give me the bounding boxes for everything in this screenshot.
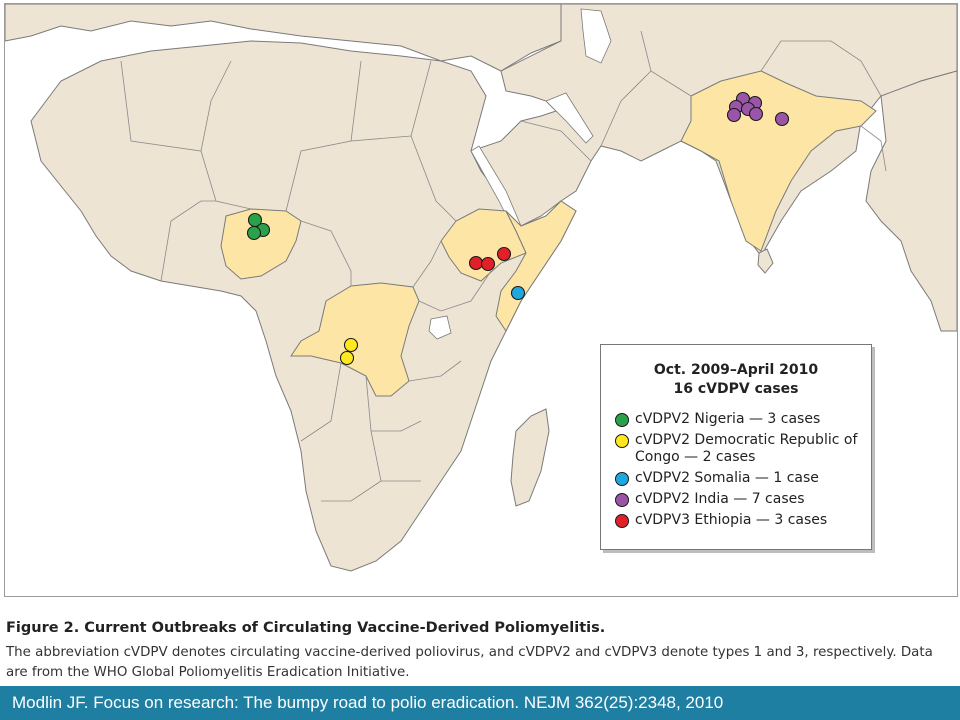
legend: Oct. 2009–April 2010 16 cVDPV cases cVDP… [600,344,872,550]
case-markers [246,91,790,366]
map-frame: Oct. 2009–April 2010 16 cVDPV cases cVDP… [4,3,958,597]
case-marker [510,285,526,301]
legend-swatch [615,434,629,448]
legend-item: cVDPV2 Nigeria — 3 cases [601,411,871,428]
africa-land [30,40,577,572]
legend-label: cVDPV2 Nigeria — 3 cases [635,411,821,427]
lake-victoria [428,315,452,340]
legend-item: cVDPV2 Democratic Republic of Congo — 2 … [601,432,871,466]
country-borders [120,30,887,502]
caspian-sea [580,8,612,64]
sri-lanka-land [757,248,774,274]
southeast-asia-land [865,70,957,332]
legend-swatch [615,472,629,486]
legend-item: cVDPV2 India — 7 cases [601,491,871,508]
legend-label: cVDPV2 Democratic Republic of Congo — 2 … [635,432,858,465]
figure-title: Figure 2. Current Outbreaks of Circulati… [6,620,606,636]
figure-caption: The abbreviation cVDPV denotes circulati… [6,645,933,680]
persian-gulf [545,92,594,144]
legend-item: cVDPV2 Somalia — 1 case [601,470,871,487]
legend-item: cVDPV3 Ethiopia — 3 cases [601,512,871,529]
legend-label: cVDPV3 Ethiopia — 3 cases [635,512,828,528]
legend-label: cVDPV2 India — 7 cases [635,491,805,507]
case-marker [748,106,764,122]
case-marker [496,246,512,262]
legend-swatch [615,514,629,528]
legend-swatch [615,413,629,427]
legend-items: cVDPV2 Nigeria — 3 cases cVDPV2 Democrati… [601,411,871,529]
case-marker [774,111,790,127]
case-marker [343,337,359,353]
case-marker [726,107,742,123]
case-marker [339,350,355,366]
legend-label: cVDPV2 Somalia — 1 case [635,470,819,486]
legend-title-date-range: Oct. 2009–April 2010 [653,362,819,378]
case-marker [480,256,496,272]
europe-land [5,4,562,72]
citation-bar: Modlin JF. Focus on research: The bumpy … [0,686,960,720]
map [5,4,957,572]
case-marker [246,225,262,241]
legend-swatch [615,493,629,507]
madagascar-land [510,408,550,507]
case-marker [468,255,484,271]
citation-text: Modlin JF. Focus on research: The bumpy … [12,693,724,712]
legend-title-case-count: 16 cVDPV cases [673,381,799,397]
legend-title: Oct. 2009–April 2010 16 cVDPV cases [601,361,871,399]
nigeria [220,208,302,280]
